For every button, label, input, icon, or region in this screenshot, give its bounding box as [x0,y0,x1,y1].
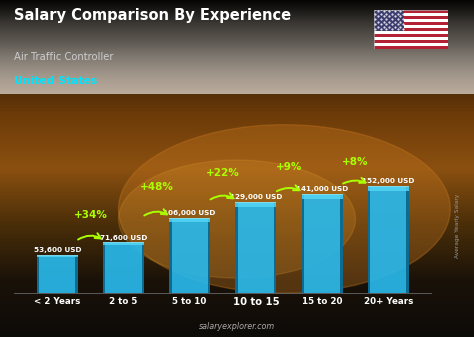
Bar [340,195,343,293]
Bar [103,243,144,245]
Bar [374,40,448,43]
Text: +48%: +48% [140,182,173,191]
Text: 71,600 USD: 71,600 USD [100,235,147,241]
Bar [169,219,210,293]
Text: Average Yearly Salary: Average Yearly Salary [455,194,460,258]
Bar [374,16,448,19]
Bar [236,202,276,203]
Bar [274,203,276,293]
Bar [142,243,144,293]
Bar [103,243,144,293]
Bar [36,256,78,257]
Bar [103,242,144,243]
Bar [374,34,448,37]
Bar [368,186,409,187]
Text: 53,600 USD: 53,600 USD [34,247,81,253]
Bar [75,256,78,293]
Bar [374,37,448,40]
Bar [169,219,172,293]
Text: Air Traffic Controller: Air Traffic Controller [14,52,114,62]
Text: +8%: +8% [342,157,368,167]
Bar [301,195,304,293]
Text: 152,000 USD: 152,000 USD [362,178,414,184]
Bar [368,187,409,293]
Bar [169,218,210,219]
Text: United States: United States [14,76,98,86]
Text: salaryexplorer.com: salaryexplorer.com [199,322,275,331]
Ellipse shape [118,125,450,293]
Bar [368,187,370,293]
Text: +34%: +34% [73,210,107,220]
Bar [368,187,409,191]
Bar [374,43,448,46]
Bar [406,187,409,293]
Bar [301,195,343,198]
Bar [36,255,78,256]
Bar [374,19,448,22]
Bar [374,28,448,31]
Text: 141,000 USD: 141,000 USD [296,186,348,192]
Bar [169,219,210,222]
Bar [103,243,105,293]
Bar [374,22,448,25]
Bar [36,256,78,293]
Text: +22%: +22% [206,167,240,178]
Bar [301,195,343,293]
Bar [301,194,343,195]
Bar [236,203,276,293]
Bar [236,203,276,207]
Ellipse shape [118,160,356,278]
Text: 129,000 USD: 129,000 USD [230,194,282,201]
Text: Salary Comparison By Experience: Salary Comparison By Experience [14,8,292,24]
Bar [374,10,404,31]
Bar [374,31,448,34]
Bar [208,219,210,293]
Bar [236,203,238,293]
Text: 106,000 USD: 106,000 USD [164,211,216,216]
Bar [374,46,448,49]
Bar [374,13,448,16]
Bar [374,10,448,13]
Bar [374,25,448,28]
Bar [36,256,39,293]
Text: +9%: +9% [276,162,302,172]
